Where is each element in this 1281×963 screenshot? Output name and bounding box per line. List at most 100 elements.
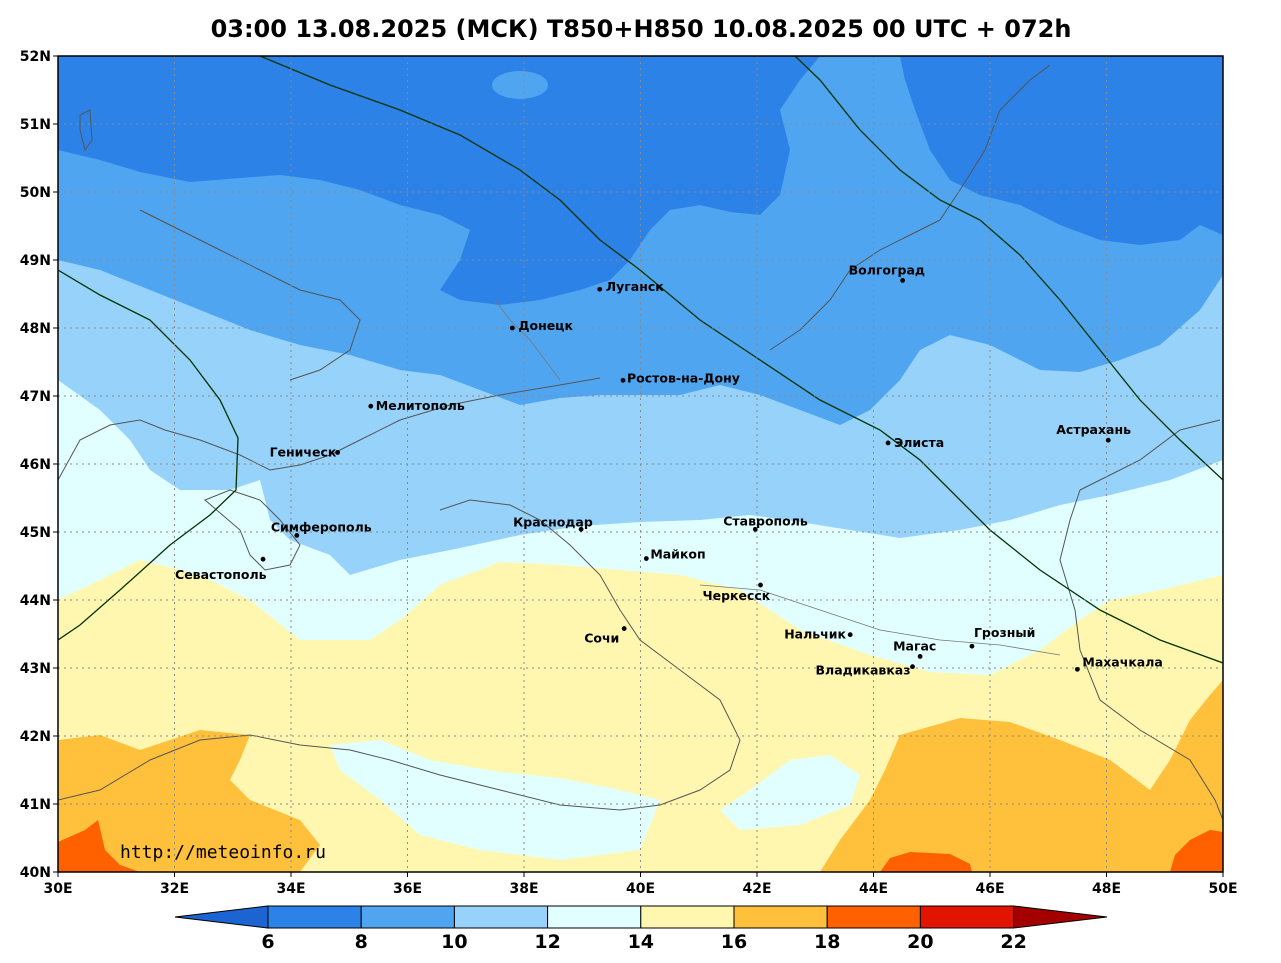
city-marker xyxy=(368,403,374,409)
colorbar-segment xyxy=(453,905,549,929)
lat-tick-label: 47N xyxy=(20,389,51,405)
lat-tick-label: 50N xyxy=(20,185,51,201)
lon-tick-label: 30E xyxy=(43,881,72,897)
colorbar-max-arrow xyxy=(1013,905,1108,929)
temperature-colorbar: 6 8 10 12 14 16 18 20 22 xyxy=(174,905,1108,953)
lat-tick-label: 51N xyxy=(20,117,51,133)
city-marker xyxy=(294,533,300,538)
lon-tick-label: 38E xyxy=(509,881,538,897)
graticule xyxy=(58,56,1223,872)
lon-tick-label: 34E xyxy=(276,881,305,897)
lat-tick-label: 52N xyxy=(20,49,51,65)
city-label: Махачкала xyxy=(1082,654,1162,669)
city-marker xyxy=(1074,666,1080,672)
patch-10-12 xyxy=(492,71,548,99)
lat-tick-label: 49N xyxy=(20,253,51,269)
lon-tick-label: 36E xyxy=(393,881,422,897)
city-marker xyxy=(597,286,603,292)
lat-tick-label: 46N xyxy=(20,457,51,473)
band-18-20 xyxy=(58,730,320,872)
lat-tick-label: 48N xyxy=(20,321,51,337)
coastlines xyxy=(58,64,1223,821)
colorbar-segment xyxy=(547,905,642,929)
city-marker xyxy=(643,556,649,561)
city-label: Волгоград xyxy=(849,262,925,277)
city-label: Ставрополь xyxy=(723,513,808,528)
city-marker xyxy=(752,526,758,532)
colorbar-label: 8 xyxy=(355,931,368,953)
lon-tick-label: 40E xyxy=(626,881,655,897)
lon-tick-label: 48E xyxy=(1092,881,1121,897)
lat-tick-label: 45N xyxy=(20,525,51,541)
band-20-22-east2 xyxy=(1170,830,1223,872)
colorbar-segment xyxy=(919,905,1015,929)
colorbar-segment xyxy=(360,905,455,929)
city-label: Грозный xyxy=(974,625,1035,640)
patch-14-16-east xyxy=(720,755,860,830)
temperature-field: Луганск Донецк Волгоград Ростов-на-Дону Мели… xyxy=(58,56,1223,872)
colorbar-label: 14 xyxy=(628,931,654,953)
colorbar-label: 12 xyxy=(534,931,560,953)
city-marker xyxy=(1105,437,1111,443)
lat-tick-label: 41N xyxy=(20,797,51,813)
lon-tick-label: 50E xyxy=(1208,881,1237,897)
city-label: Луганск xyxy=(606,279,665,294)
city-marker xyxy=(969,643,975,649)
geopotential-contours xyxy=(58,56,1223,664)
city-label: Сочи xyxy=(584,631,619,646)
city-label: Симферополь xyxy=(271,519,372,534)
lat-tick-label: 42N xyxy=(20,729,51,745)
colorbar-label: 18 xyxy=(814,931,840,953)
city-marker xyxy=(621,626,627,631)
lon-tick-label: 46E xyxy=(975,881,1004,897)
map-title: 03:00 13.08.2025 (МСК) T850+H850 10.08.2… xyxy=(211,15,1072,43)
patch-14-16-south xyxy=(330,740,660,860)
lat-tick-label: 43N xyxy=(20,661,51,677)
city-marker xyxy=(335,450,340,455)
lon-tick-label: 44E xyxy=(859,881,888,897)
city-marker xyxy=(847,632,853,638)
band-8-10 xyxy=(58,56,820,305)
colorbar-label: 22 xyxy=(1000,931,1026,953)
city-label: Донецк xyxy=(518,318,573,333)
band-20-22 xyxy=(58,820,140,872)
city-marker xyxy=(578,526,584,532)
city-label: Ростов-на-Дону xyxy=(627,370,740,385)
band-20-22-east xyxy=(880,852,972,872)
colorbar-label: 16 xyxy=(721,931,747,953)
city-layer: Луганск Донецк Волгоград Ростов-на-Дону Мели… xyxy=(175,262,1163,677)
city-label: Майкоп xyxy=(650,547,705,562)
colorbar-segment xyxy=(640,905,735,929)
colorbar-label: 10 xyxy=(441,931,467,953)
city-label: Черкесск xyxy=(702,588,770,603)
city-label: Владикавказ xyxy=(816,663,911,678)
city-label: Астрахань xyxy=(1056,422,1131,437)
colorbar-label: 20 xyxy=(907,931,933,953)
city-marker xyxy=(620,377,626,383)
colorbar-segment xyxy=(733,905,828,929)
lat-tick-label: 44N xyxy=(20,593,51,609)
city-marker xyxy=(885,440,891,446)
borders xyxy=(494,299,1061,656)
colorbar-segment xyxy=(267,905,362,929)
lon-tick-label: 42E xyxy=(742,881,771,897)
city-label: Элиста xyxy=(894,435,944,450)
band-18-20-east xyxy=(820,680,1223,872)
city-label: Краснодар xyxy=(513,514,593,529)
colorbar-label: 6 xyxy=(261,931,274,953)
city-marker xyxy=(917,654,923,659)
city-marker xyxy=(910,664,915,670)
band-8-10-east xyxy=(900,56,1223,245)
city-label: Мелитополь xyxy=(376,398,465,413)
city-label: Севастополь xyxy=(175,567,267,582)
city-label: Магас xyxy=(893,638,936,653)
axis-layer: 30E 32E 34E 36E 38E 40E 42E 44E 46E 48E 50E 40N 41N 4… xyxy=(20,49,1238,897)
city-marker xyxy=(260,556,266,562)
city-marker xyxy=(509,325,515,331)
city-marker xyxy=(900,278,906,283)
colorbar-min-arrow xyxy=(174,905,269,929)
watermark-text: http://meteoinfo.ru xyxy=(120,842,326,863)
city-label: Нальчик xyxy=(784,627,846,642)
city-label: Геническ xyxy=(270,444,337,459)
